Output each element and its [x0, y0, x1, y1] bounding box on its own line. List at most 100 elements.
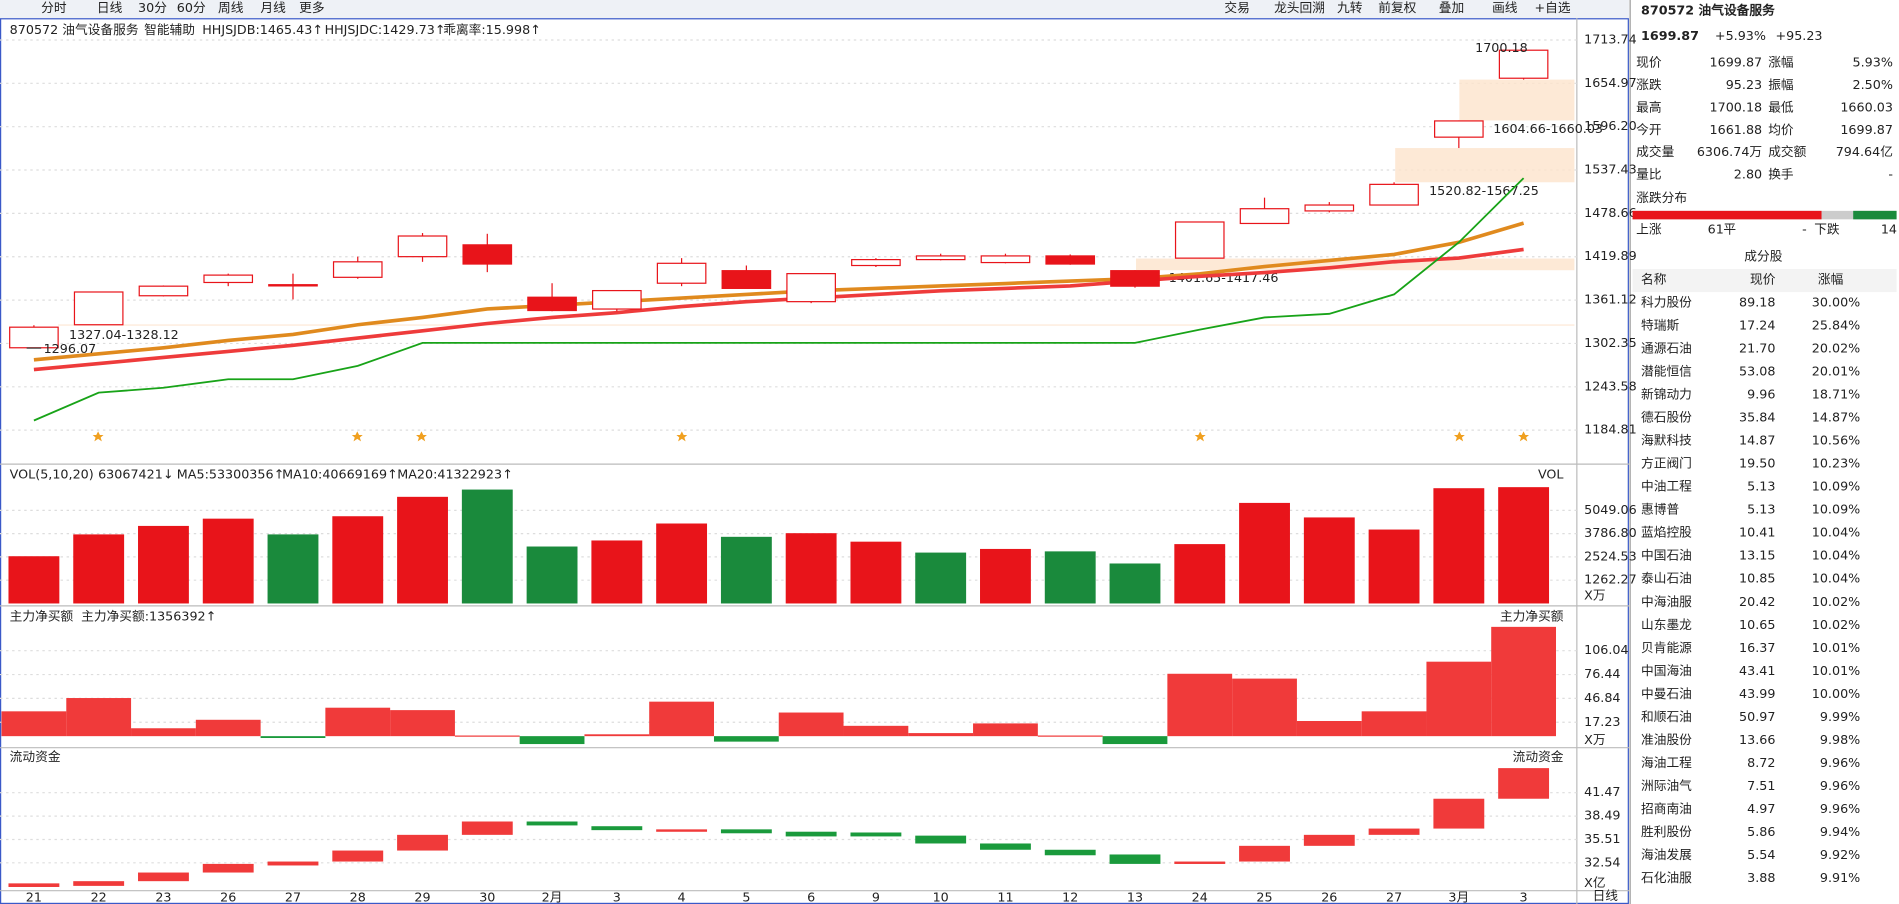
candle-body	[1498, 49, 1549, 79]
candle-body	[527, 296, 577, 312]
tool-button[interactable]: 画线	[1492, 0, 1518, 15]
x-tick-label: 29	[414, 889, 430, 904]
component-change: 20.01%	[1812, 364, 1860, 379]
component-name[interactable]: 蓝焰控股	[1641, 525, 1692, 540]
flow-bar	[720, 829, 772, 834]
component-name[interactable]: 中国石油	[1641, 548, 1692, 563]
component-name[interactable]: 德石股份	[1641, 410, 1692, 425]
x-tick-label: 11	[997, 889, 1013, 904]
component-name[interactable]: 潜能恒信	[1641, 364, 1692, 379]
down-label: 下跌	[1814, 222, 1840, 237]
x-tick-label: 12	[1062, 889, 1078, 904]
tab[interactable]: 60分	[177, 0, 206, 15]
component-name[interactable]: 中油工程	[1641, 479, 1692, 494]
x-tick-label: 22	[91, 889, 107, 904]
bar	[138, 525, 189, 604]
panel-title: 流动资金	[10, 749, 61, 764]
component-name[interactable]: 新锦动力	[1641, 387, 1692, 402]
candle-body	[1304, 204, 1355, 212]
component-name[interactable]: 惠博普	[1641, 502, 1679, 517]
x-tick-label: 30	[479, 889, 495, 904]
star	[1453, 431, 1465, 442]
flow-bar	[461, 821, 513, 835]
bar	[325, 707, 391, 737]
component-price: 10.41	[1739, 525, 1775, 540]
component-name[interactable]: 方正阀门	[1641, 456, 1692, 471]
column-header[interactable]: 涨幅	[1818, 271, 1844, 286]
column-header[interactable]: 名称	[1641, 271, 1667, 286]
tool-button[interactable]: 九转	[1337, 0, 1363, 15]
gap-label: 1520.82-1567.25	[1429, 183, 1539, 198]
component-name[interactable]: 科力股份	[1641, 294, 1692, 309]
component-price: 5.13	[1747, 502, 1775, 517]
candle-body	[397, 235, 448, 258]
tool-button[interactable]: 交易	[1224, 0, 1249, 15]
component-name[interactable]: 特瑞斯	[1641, 317, 1679, 332]
bar	[915, 552, 967, 604]
component-name[interactable]: 海油工程	[1641, 755, 1692, 770]
column-header[interactable]: 现价	[1750, 271, 1776, 286]
period-label: 日线	[1593, 888, 1619, 903]
component-name[interactable]: 洲际油气	[1641, 778, 1692, 793]
candle-body	[786, 273, 836, 303]
component-price: 35.84	[1739, 410, 1775, 425]
component-name[interactable]: 泰山石油	[1641, 571, 1692, 586]
component-name[interactable]: 胜利股份	[1641, 824, 1692, 839]
component-change: 10.02%	[1812, 594, 1860, 609]
tool-button[interactable]: 叠加	[1439, 0, 1464, 15]
bar	[526, 546, 578, 604]
component-name[interactable]: 中曼石油	[1641, 686, 1692, 701]
indicator-label: 乖离率:15.998↑	[443, 22, 541, 37]
bar	[1232, 678, 1297, 737]
flat-count: -	[1802, 222, 1807, 237]
bar	[1102, 736, 1168, 745]
x-tick-label: 2月	[542, 889, 563, 904]
component-name[interactable]: 招商南油	[1641, 801, 1692, 816]
quote-value: 2.50%	[1853, 77, 1893, 92]
quote-value: 1660.03	[1840, 99, 1893, 114]
component-name[interactable]: 中海油服	[1641, 594, 1692, 609]
y-tick-label: 1713.74	[1584, 31, 1637, 46]
tab[interactable]: 分时	[41, 0, 67, 15]
component-price: 7.51	[1747, 778, 1775, 793]
tab[interactable]: 更多	[299, 0, 324, 15]
component-name[interactable]: 海默科技	[1641, 433, 1692, 448]
quote-label: 振幅	[1768, 77, 1794, 92]
tab[interactable]: 日线	[97, 0, 123, 15]
tool-button[interactable]: 龙头回溯	[1274, 0, 1325, 15]
x-tick-label: 26	[1321, 889, 1337, 904]
component-name[interactable]: 山东墨龙	[1641, 617, 1692, 632]
tab[interactable]: 月线	[260, 0, 286, 15]
component-name[interactable]: 准油股份	[1641, 732, 1692, 747]
component-name[interactable]: 通源石油	[1641, 340, 1692, 355]
component-name[interactable]: 中国海油	[1641, 663, 1692, 678]
tab[interactable]: 周线	[218, 0, 244, 15]
tool-button[interactable]: +自选	[1534, 0, 1570, 15]
bar	[591, 540, 643, 604]
tool-button[interactable]: 前复权	[1378, 0, 1416, 15]
y-tick-label: 1596.20	[1584, 118, 1637, 133]
y-tick-label: 1654.97	[1584, 75, 1637, 90]
star	[1194, 431, 1206, 442]
star	[676, 431, 688, 442]
quote-label: 均价	[1768, 122, 1794, 137]
flow-bar	[526, 821, 578, 826]
component-price: 17.24	[1739, 317, 1775, 332]
candle-body	[1045, 255, 1096, 265]
component-price: 21.70	[1739, 340, 1775, 355]
chart-frame	[0, 18, 1629, 904]
candle-body	[73, 291, 124, 326]
component-name[interactable]: 贝肯能源	[1641, 640, 1692, 655]
bar	[332, 516, 384, 604]
y-tick-label: 1243.58	[1584, 378, 1637, 393]
component-change: 9.98%	[1820, 732, 1860, 747]
axis-name: 主力净买额	[1500, 608, 1564, 623]
gap-label: 1604.66-1660.03	[1493, 121, 1603, 136]
tab[interactable]: 30分	[138, 0, 167, 15]
component-name[interactable]: 和顺石油	[1641, 709, 1692, 724]
component-name[interactable]: 石化油服	[1641, 870, 1692, 885]
component-name[interactable]: 海油发展	[1641, 847, 1692, 862]
bar	[1433, 488, 1485, 604]
quote-label: 现价	[1636, 55, 1662, 70]
